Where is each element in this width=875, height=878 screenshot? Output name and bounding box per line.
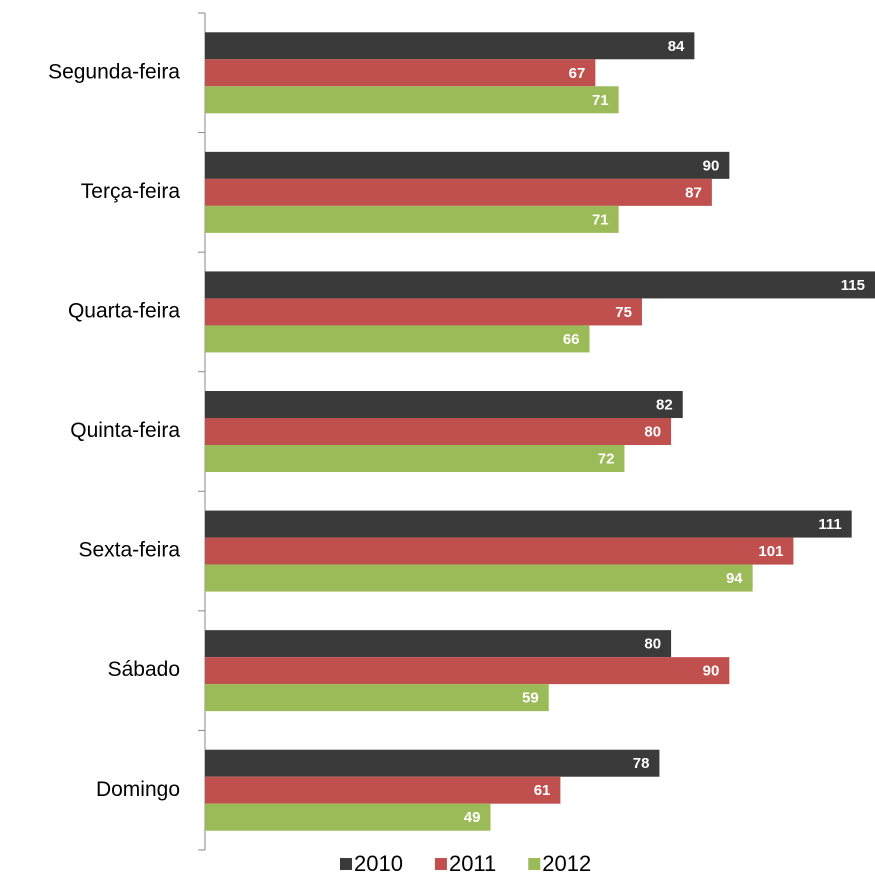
data-label: 67 [569, 65, 586, 82]
y-tick-label: Sexta-feira [78, 539, 180, 562]
bar [205, 271, 875, 299]
bar [205, 803, 491, 831]
bar [205, 776, 561, 804]
bar [205, 178, 712, 206]
legend-label: 2010 [354, 851, 403, 876]
data-label: 71 [592, 211, 609, 228]
bar [205, 630, 672, 658]
data-label: 90 [703, 663, 720, 680]
bar [205, 537, 794, 565]
bar [205, 684, 549, 712]
bar [205, 749, 660, 777]
data-label: 78 [633, 755, 650, 772]
data-label: 49 [464, 809, 481, 826]
y-tick-label: Sábado [108, 658, 180, 681]
bar [205, 298, 642, 326]
y-tick-label: Domingo [96, 778, 180, 801]
bar [205, 32, 695, 60]
bar [205, 151, 730, 179]
data-label: 71 [592, 92, 609, 109]
y-tick-label: Terça-feira [81, 180, 181, 203]
y-tick-label: Quinta-feira [70, 419, 180, 442]
bar [205, 564, 753, 592]
bar [205, 391, 683, 418]
bar [205, 445, 625, 472]
data-label: 101 [758, 543, 783, 560]
bar [205, 657, 730, 685]
data-label: 115 [841, 277, 865, 294]
data-label: 87 [685, 184, 702, 201]
data-label: 80 [644, 423, 661, 440]
data-label: 59 [522, 690, 539, 707]
bar [205, 59, 596, 87]
legend-swatch [434, 858, 447, 870]
legend-swatch [340, 858, 352, 870]
data-label: 61 [534, 782, 551, 799]
data-label: 111 [818, 516, 841, 533]
legend-label: 2011 [449, 851, 496, 876]
y-tick-label: Quarta-feira [68, 299, 180, 322]
bar [205, 325, 590, 353]
legend-swatch [528, 858, 541, 870]
y-tick-label: Segunda-feira [48, 60, 180, 83]
data-label: 72 [598, 450, 615, 467]
data-label: 75 [615, 304, 632, 321]
bar [205, 510, 852, 538]
legend-label: 2012 [542, 851, 591, 876]
data-label: 84 [668, 38, 685, 55]
data-label: 82 [656, 396, 673, 413]
bar [205, 86, 619, 114]
data-label: 80 [644, 636, 661, 653]
data-label: 94 [726, 570, 743, 587]
bar [205, 205, 619, 233]
data-label: 66 [563, 331, 580, 348]
bar [205, 418, 672, 445]
data-label: 90 [703, 157, 720, 174]
